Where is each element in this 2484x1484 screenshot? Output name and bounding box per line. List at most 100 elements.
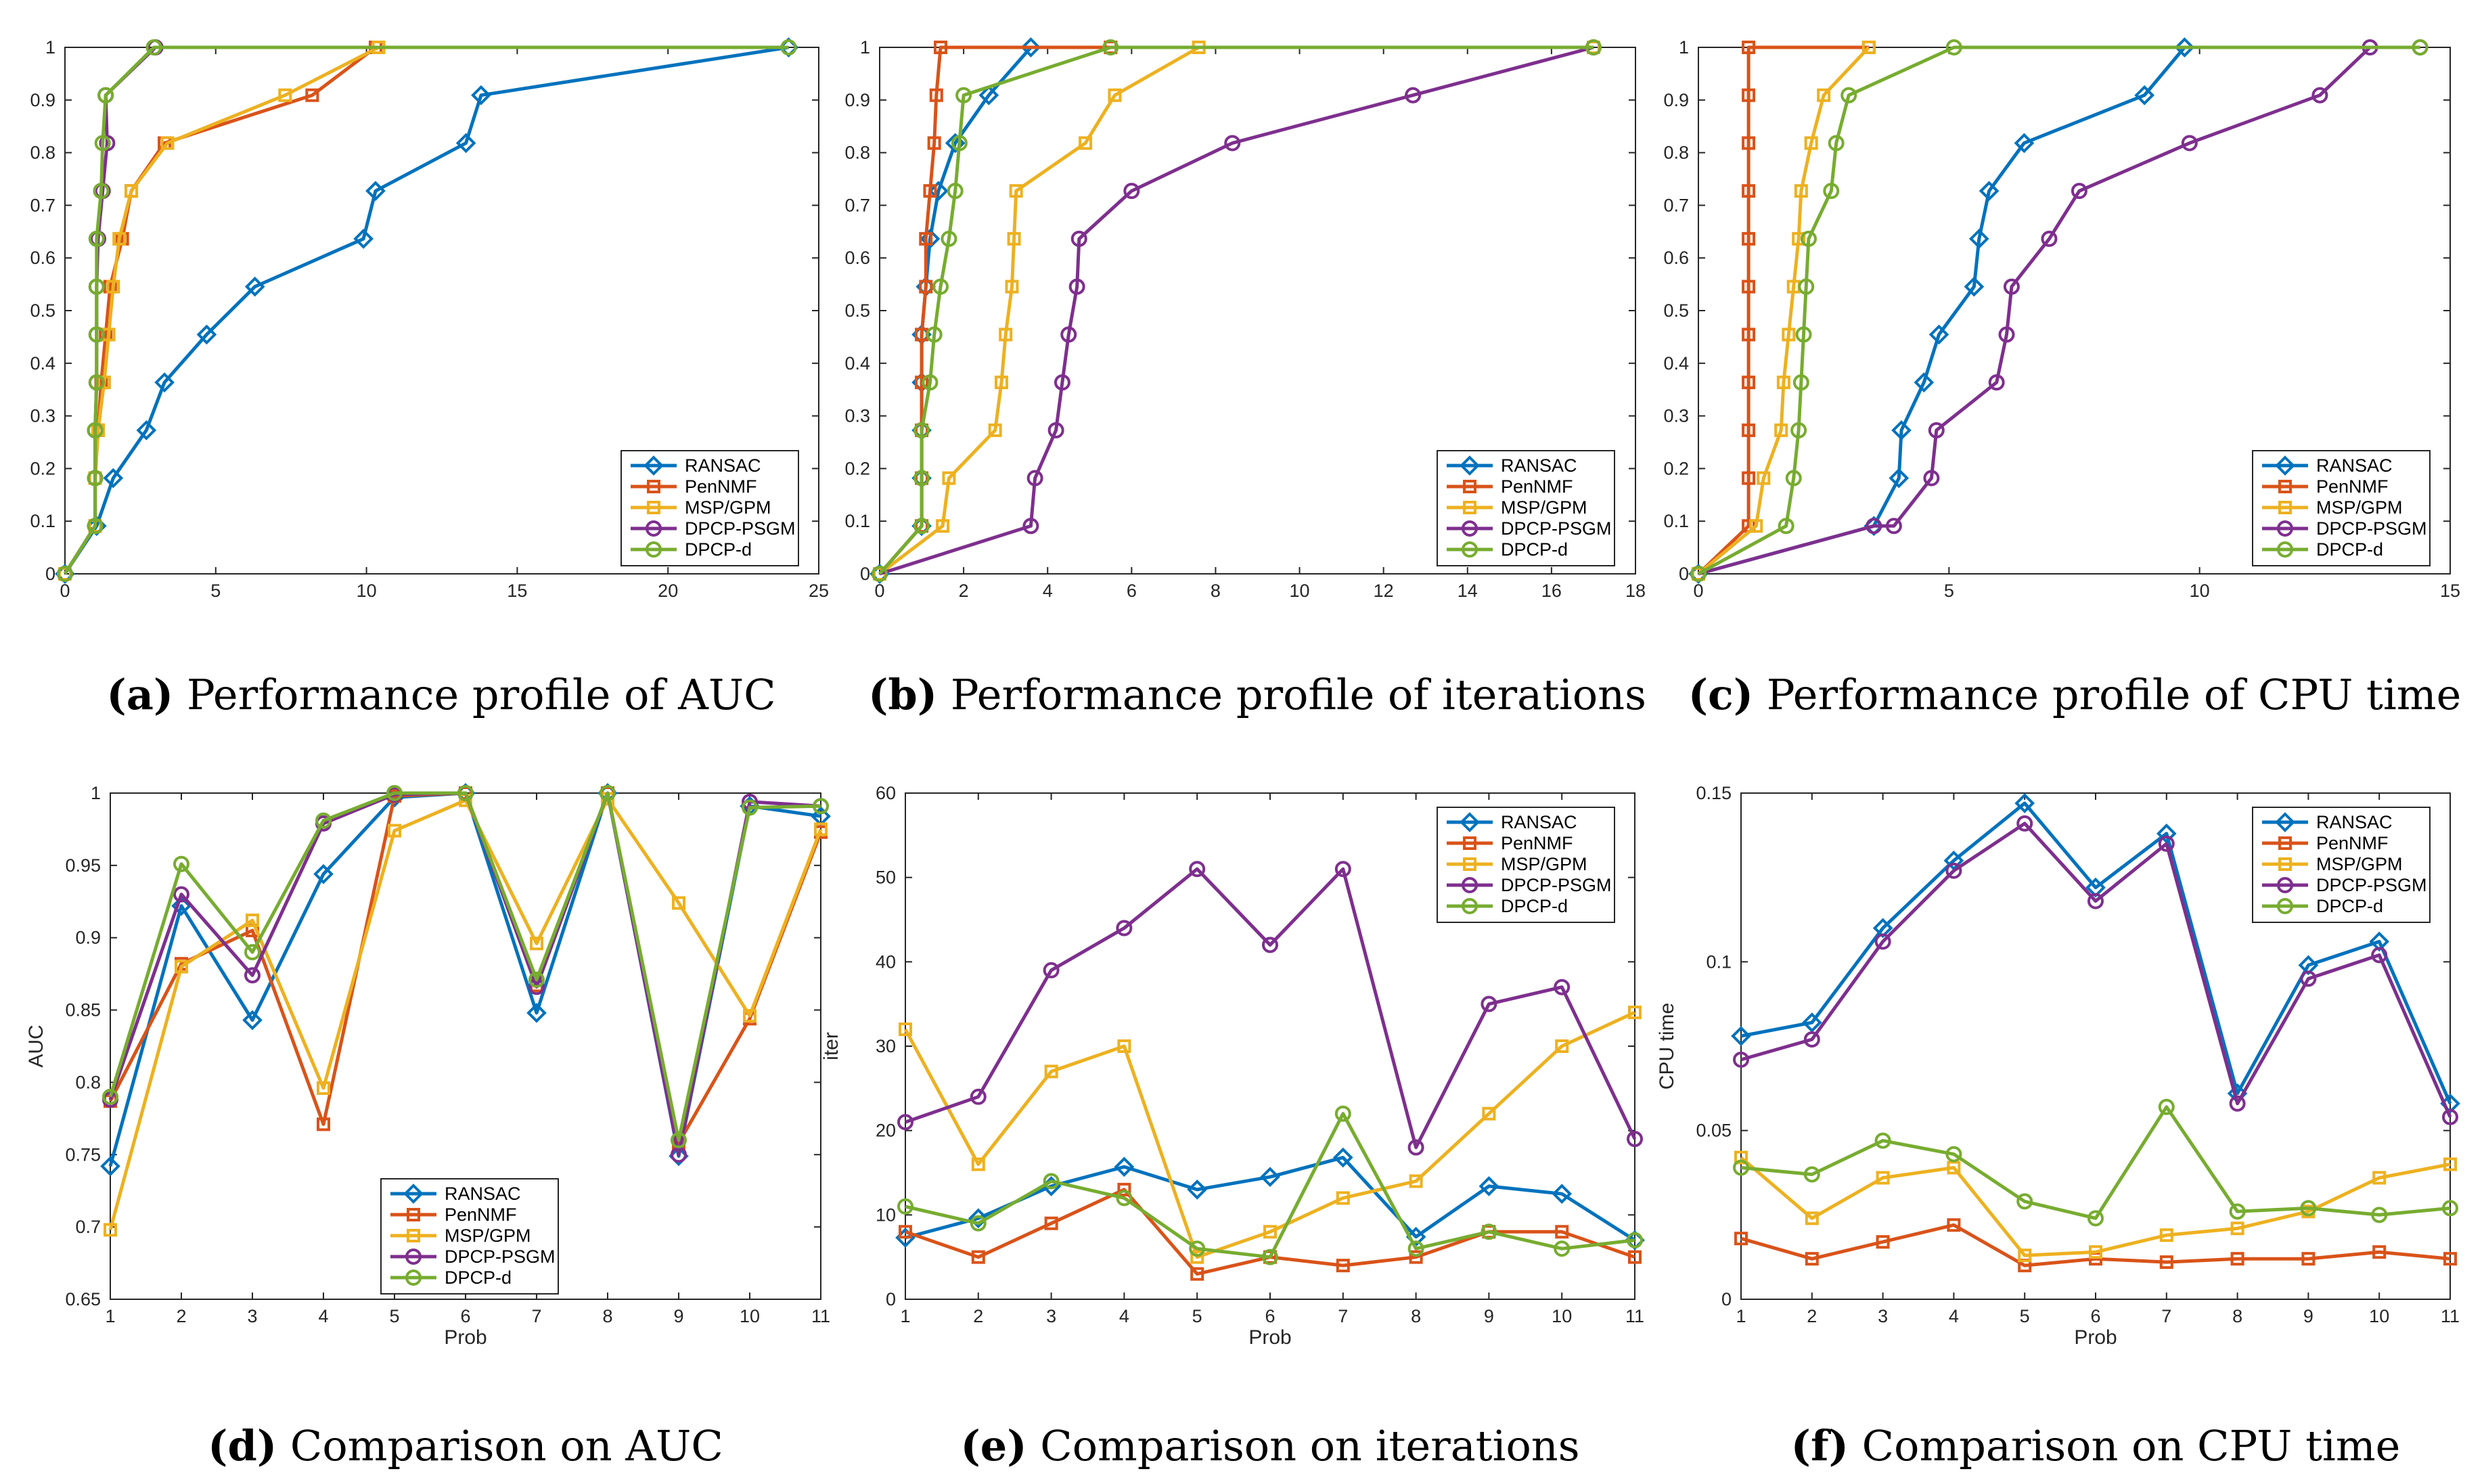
y-tick-label: 0.4 — [1663, 353, 1689, 374]
data-point — [2298, 955, 2319, 976]
y-tick-label: 0.7 — [75, 1217, 101, 1237]
legend-label: RANSAC — [2316, 455, 2393, 476]
data-point — [125, 184, 139, 198]
y-tick-label: 0.7 — [30, 195, 55, 215]
series-line — [905, 1112, 1635, 1259]
data-point — [2300, 1200, 2317, 1217]
data-point — [103, 468, 124, 489]
data-point — [2016, 815, 2033, 832]
y-tick-label: 1 — [45, 37, 55, 58]
series-ransac — [1688, 37, 2195, 584]
data-point — [929, 88, 943, 102]
caption-label: (e) — [960, 1421, 1026, 1470]
data-point — [1841, 87, 1857, 104]
data-point — [1757, 471, 1771, 485]
data-point — [471, 85, 491, 106]
y-tick-label: 0.8 — [844, 143, 870, 163]
data-point — [1945, 1146, 1962, 1163]
y-tick-label: 1 — [1679, 37, 1689, 58]
legend-marker — [2278, 480, 2292, 493]
data-point — [913, 470, 930, 487]
data-point — [196, 324, 217, 345]
series-line — [63, 45, 789, 575]
x-tick-label: 2 — [1807, 1306, 1817, 1326]
series-dpcp-psgm — [897, 861, 1643, 1156]
y-tick-label: 0.8 — [30, 143, 55, 163]
data-point — [528, 971, 545, 988]
y-tick-label: 0.7 — [1663, 195, 1689, 215]
data-point — [1189, 861, 1206, 878]
data-point — [971, 1157, 985, 1171]
y-tick-label: 10 — [876, 1205, 896, 1225]
data-point — [1224, 135, 1241, 152]
data-point — [1742, 376, 1756, 390]
data-point — [1481, 1223, 1497, 1240]
caption-text: Performance profile of AUC — [173, 670, 775, 719]
data-point — [899, 1225, 912, 1239]
data-point — [1742, 41, 1756, 54]
data-point — [1803, 1031, 1820, 1048]
data-point — [947, 183, 964, 200]
data-point — [1117, 1039, 1131, 1053]
legend-label: DPCP-PSGM — [2316, 875, 2427, 895]
data-point — [926, 326, 943, 343]
data-point — [970, 1088, 987, 1105]
data-point — [1742, 328, 1756, 342]
data-point — [1928, 324, 1949, 345]
data-point — [1891, 420, 1912, 441]
data-point — [1742, 279, 1756, 294]
data-point — [1332, 1147, 1353, 1168]
data-point — [1334, 1105, 1351, 1122]
x-tick-label: 10 — [1552, 1306, 1572, 1326]
data-point — [1108, 88, 1122, 102]
series-line — [1697, 46, 1870, 575]
data-point — [2087, 893, 2104, 909]
x-tick-label: 9 — [673, 1306, 683, 1326]
series-line — [1740, 1156, 2451, 1257]
data-point — [88, 326, 105, 343]
data-point — [97, 87, 114, 104]
data-point — [2369, 931, 2390, 952]
data-point — [1782, 328, 1796, 342]
y-tick-label: 0.1 — [30, 511, 55, 531]
data-point — [2087, 1210, 2104, 1227]
legend-marker — [1462, 520, 1478, 537]
data-point — [1889, 468, 1910, 489]
y-tick-label: 0.95 — [65, 855, 101, 876]
legend-label: DPCP-d — [685, 539, 752, 560]
legend-marker — [643, 455, 664, 476]
data-point — [100, 1156, 120, 1177]
series-line — [1697, 45, 1869, 575]
legend-marker — [2278, 836, 2292, 850]
y-tick-label: 0.15 — [1696, 783, 1732, 803]
legend-label: MSP/GPM — [1501, 497, 1587, 518]
legend-label: DPCP-d — [445, 1267, 512, 1288]
y-tick-label: 0.05 — [1696, 1121, 1732, 1141]
y-tick-label: 0.9 — [75, 928, 101, 948]
data-point — [136, 420, 157, 441]
x-tick-label: 4 — [1949, 1306, 1959, 1326]
data-point — [244, 276, 265, 297]
x-tick-label: 0 — [60, 581, 70, 601]
data-point — [526, 1003, 547, 1023]
x-tick-label: 11 — [1625, 1306, 1644, 1326]
data-point — [2016, 1193, 2033, 1210]
data-point — [99, 135, 116, 152]
data-point — [87, 470, 104, 487]
data-point — [922, 374, 939, 391]
data-point — [104, 1223, 117, 1237]
legend-marker — [646, 520, 662, 537]
data-point — [1742, 423, 1756, 437]
series-dpcp-d — [57, 39, 797, 582]
data-point — [780, 39, 797, 55]
x-tick-label: 6 — [2090, 1306, 2100, 1326]
data-point — [2159, 1255, 2173, 1269]
caption-text: Comparison on AUC — [277, 1421, 723, 1470]
data-point — [171, 895, 191, 916]
x-tick-label: 5 — [389, 1306, 399, 1326]
legend-label: DPCP-PSGM — [445, 1246, 556, 1267]
data-point — [1044, 1064, 1058, 1079]
